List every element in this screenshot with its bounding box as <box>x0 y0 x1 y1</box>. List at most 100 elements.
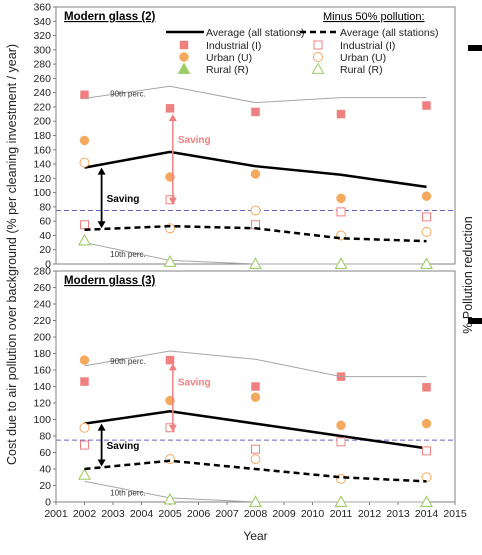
p10-label: 10th perc. <box>110 488 146 497</box>
saving-arrow-black-head <box>97 423 106 431</box>
legend-rural-label: Rural (R) <box>206 64 249 76</box>
legend-industrial-marker <box>179 40 189 50</box>
p10-label: 10th perc. <box>110 250 146 259</box>
urban-point <box>79 355 90 365</box>
average-solid-line <box>84 150 427 189</box>
industrial-point <box>80 90 89 100</box>
saving-arrow-red-head <box>168 424 177 432</box>
y-tick-label: 0 <box>45 497 51 509</box>
legend-rural-reduced-label: Rural (R) <box>340 64 383 76</box>
right-axis-bar <box>468 318 482 324</box>
x-tick-label: 2004 <box>130 508 154 520</box>
y-tick-label: 60 <box>39 216 51 228</box>
legend-industrial-reduced-label: Industrial (I) <box>340 40 395 52</box>
saving-label-black: Saving <box>107 194 140 205</box>
saving-arrow-red-head <box>168 197 177 205</box>
x-axis-label: Year <box>243 529 267 543</box>
rural-reduced-point <box>420 257 433 269</box>
legend-average-reduced-label: Average (all stations) <box>340 27 438 39</box>
urban-point <box>250 169 261 179</box>
x-tick-label: 2015 <box>443 508 467 520</box>
rural-reduced-point <box>420 495 433 507</box>
x-tick-label: 2013 <box>386 508 410 520</box>
industrial-point <box>422 101 431 110</box>
rural-reduced-point <box>78 468 91 480</box>
y-tick-label: 40 <box>39 464 51 476</box>
y-tick-label: 20 <box>39 244 51 256</box>
rural-reduced-point <box>249 257 262 269</box>
y-tick-label: 120 <box>33 173 51 185</box>
urban-point <box>250 392 261 402</box>
urban-point <box>336 420 346 431</box>
industrial-point <box>251 382 260 391</box>
p90-label: 90th perc. <box>110 89 146 98</box>
x-tick-label: 2011 <box>330 508 353 520</box>
saving-label-black: Saving <box>107 441 140 452</box>
urban-reduced-point <box>250 205 261 216</box>
y-tick-label: 0 <box>45 259 51 271</box>
y-tick-label: 200 <box>33 116 51 128</box>
y-tick-label: 160 <box>33 365 51 377</box>
panel-title: Modern glass (2) <box>64 11 156 23</box>
y-tick-label: 140 <box>33 381 51 393</box>
industrial-point <box>165 355 175 365</box>
y-tick-label: 360 <box>33 2 51 14</box>
y-tick-label: 280 <box>33 266 51 278</box>
x-tick-label: 2002 <box>73 508 97 520</box>
y-tick-label: 320 <box>33 30 51 42</box>
y-tick-label: 120 <box>33 398 51 410</box>
y-tick-label: 60 <box>39 447 51 459</box>
rural-reduced-point <box>163 255 177 267</box>
x-tick-label: 2006 <box>187 508 211 520</box>
y-tick-label: 180 <box>33 348 51 360</box>
y-tick-label: 180 <box>33 130 51 142</box>
x-tick-label: 2003 <box>101 508 125 520</box>
gridlines <box>56 209 455 441</box>
urban-reduced-point <box>250 454 261 465</box>
industrial-reduced-point <box>422 446 431 456</box>
y-tick-label: 80 <box>39 431 51 443</box>
y-tick-label: 140 <box>33 159 51 171</box>
x-tick-label: 2005 <box>158 508 182 520</box>
urban-point <box>336 193 346 204</box>
y-axis-label: Cost due to air pollution over backgroun… <box>5 44 19 465</box>
saving-arrow-red-head <box>168 114 177 122</box>
y-tick-label: 280 <box>33 59 51 71</box>
y-tick-label: 40 <box>39 230 51 242</box>
average-solid-line <box>84 409 427 450</box>
urban-point <box>79 135 90 146</box>
saving-arrow-black-head <box>97 459 106 467</box>
y-tick-label: 220 <box>33 315 51 327</box>
annotations: 90th perc. 10th perc. Saving Saving 90th per… <box>97 89 211 497</box>
average-dashed-line <box>84 459 427 483</box>
y-tick-label: 20 <box>39 480 51 492</box>
legend: Modern glass (2) Modern glass (3) Minus 50… <box>64 11 438 287</box>
rural-reduced-point <box>334 257 348 269</box>
industrial-reduced-point <box>422 212 431 222</box>
saving-arrow-red-head <box>168 363 177 371</box>
legend-industrial-label: Industrial (I) <box>206 40 261 52</box>
industrial-reduced-point <box>336 207 346 217</box>
legend-rural-marker <box>177 62 191 74</box>
legend-urban-label: Urban (U) <box>206 52 252 64</box>
industrial-point <box>165 104 175 113</box>
legend-urban-marker <box>179 52 189 62</box>
y-tick-label: 340 <box>33 16 51 28</box>
rural-reduced-point <box>249 495 262 507</box>
y-tick-label: 300 <box>33 44 51 56</box>
y-tick-label: 240 <box>33 299 51 311</box>
right-axis-label: % Pollution reduction <box>461 216 475 333</box>
right-axis-bar <box>468 45 482 51</box>
industrial-reduced-point <box>336 437 346 447</box>
x-tick-label: 2007 <box>215 508 239 520</box>
industrial-reduced-point <box>251 444 260 454</box>
x-tick-label: 2010 <box>301 508 325 520</box>
saving-label-red: Saving <box>178 135 211 146</box>
panel-title: Modern glass (3) <box>64 275 156 287</box>
saving-arrow-black-head <box>97 167 106 175</box>
legend-right-title: Minus 50% pollution: <box>323 11 425 23</box>
x-tick-label: 2014 <box>415 508 439 520</box>
industrial-point <box>336 109 346 119</box>
y-tick-label: 240 <box>33 87 51 99</box>
